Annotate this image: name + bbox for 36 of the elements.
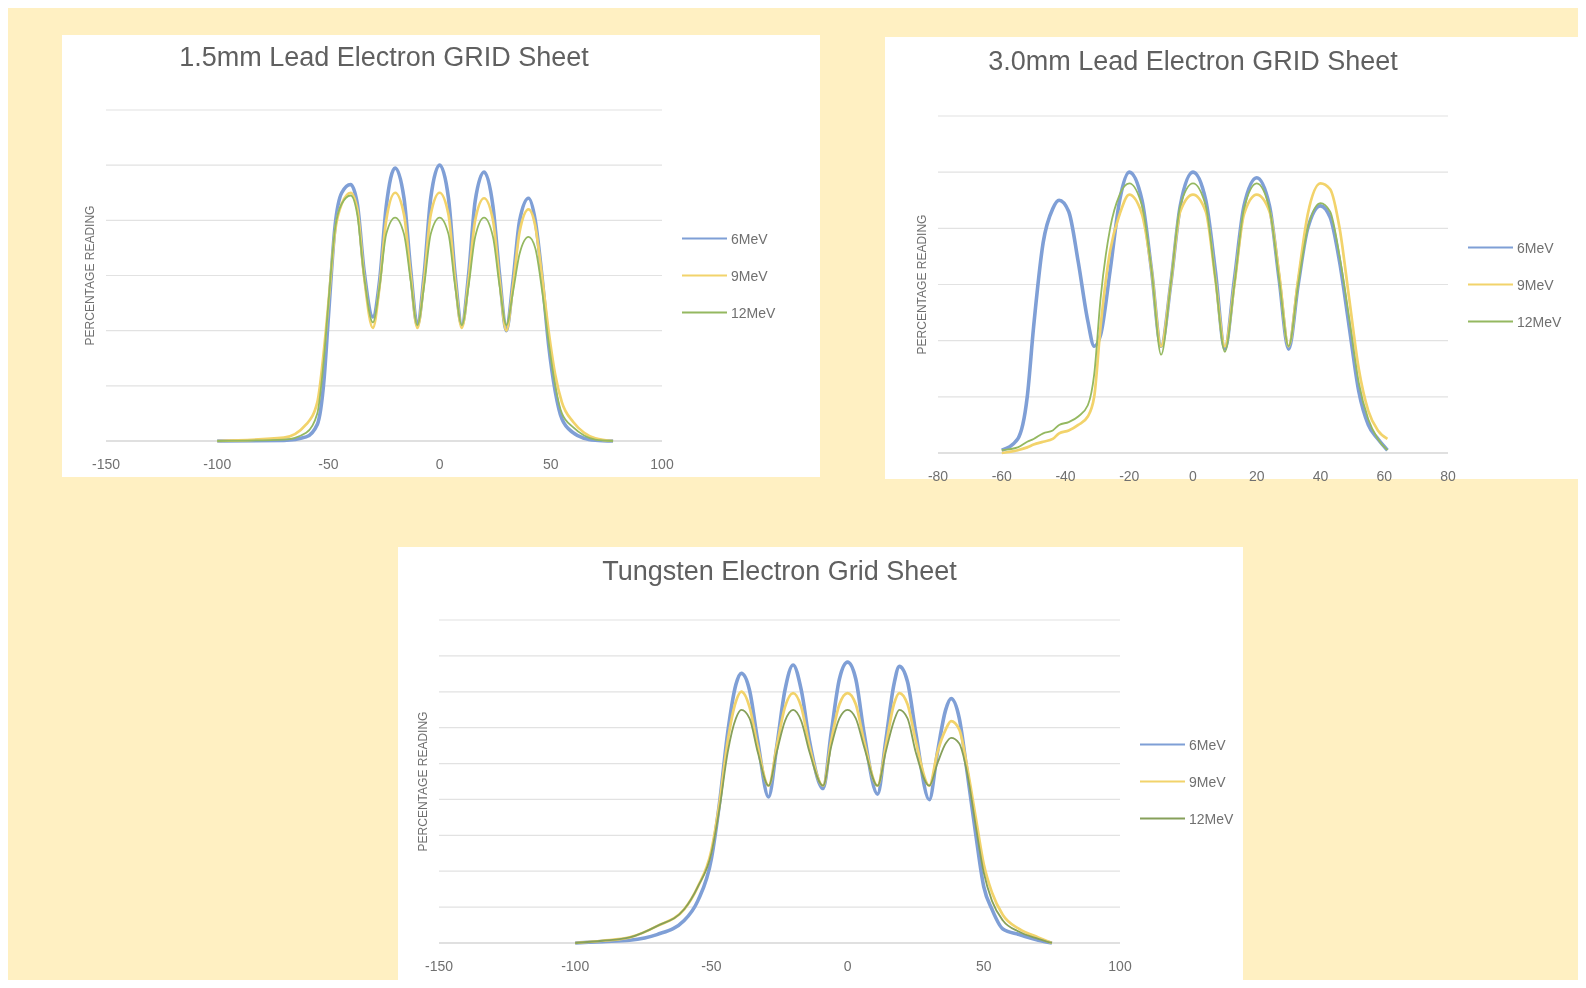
legend-label: 12MeV (1517, 313, 1563, 330)
x-tick-label: -60 (991, 468, 1013, 484)
legend-label: 9MeV (731, 267, 769, 284)
legend-label: 9MeV (1189, 773, 1227, 790)
x-tick-label: 100 (650, 456, 674, 472)
x-tick-label: 60 (1376, 468, 1393, 484)
y-axis-title: PERCENTAGE READING (915, 214, 929, 355)
legend-label: 6MeV (731, 230, 769, 247)
chart-title: Tungsten Electron Grid Sheet (602, 556, 958, 586)
x-tick-label: -100 (561, 958, 590, 974)
y-axis-title: PERCENTAGE READING (83, 205, 97, 346)
x-tick-label: -50 (701, 958, 722, 974)
x-tick-label: 50 (976, 958, 992, 974)
x-tick-label: -150 (91, 456, 121, 472)
x-tick-label: 0 (843, 958, 852, 974)
x-tick-label: 100 (1108, 958, 1132, 974)
legend-label: 6MeV (1189, 736, 1227, 753)
x-tick-label: 80 (1440, 468, 1456, 484)
x-tick-label: 0 (435, 456, 444, 472)
x-tick-label: -100 (203, 456, 232, 472)
x-tick-label: 20 (1248, 468, 1265, 484)
x-tick-label: -150 (424, 958, 454, 974)
x-tick-label: 0 (1189, 468, 1198, 484)
legend-label: 12MeV (731, 304, 777, 321)
x-tick-label: 40 (1312, 468, 1329, 484)
x-tick-label: -80 (927, 468, 949, 484)
chart-title: 1.5mm Lead Electron GRID Sheet (179, 42, 590, 72)
legend-label: 6MeV (1517, 239, 1555, 256)
x-tick-label: 50 (543, 456, 559, 472)
legend-label: 9MeV (1517, 276, 1555, 293)
x-tick-label: -20 (1119, 468, 1140, 484)
y-axis-title: PERCENTAGE READING (416, 711, 430, 852)
chart-title: 3.0mm Lead Electron GRID Sheet (988, 46, 1399, 76)
x-tick-label: -40 (1055, 468, 1076, 484)
legend-label: 12MeV (1189, 810, 1235, 827)
x-tick-label: -50 (318, 456, 339, 472)
